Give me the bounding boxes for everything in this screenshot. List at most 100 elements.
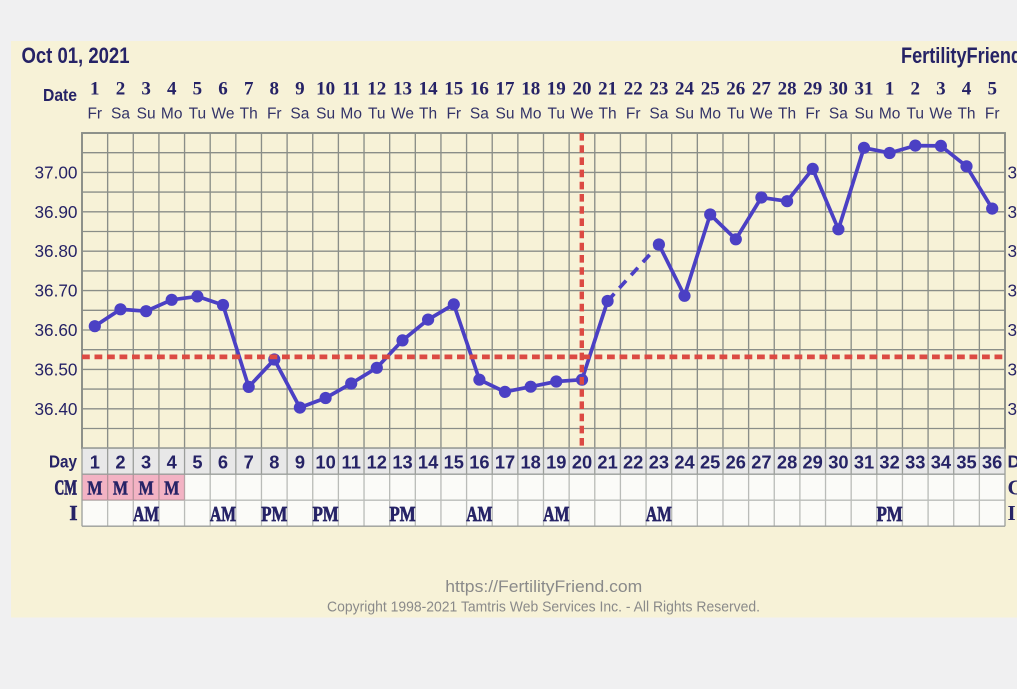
svg-text:19: 19	[546, 451, 566, 472]
svg-text:15: 15	[444, 451, 464, 472]
svg-text:15: 15	[444, 79, 463, 100]
svg-text:CM: CM	[1008, 476, 1017, 500]
svg-text:AM: AM	[210, 502, 236, 526]
svg-text:17: 17	[496, 79, 516, 100]
svg-text:32: 32	[879, 451, 899, 472]
svg-text:31: 31	[854, 451, 874, 472]
svg-text:21: 21	[597, 451, 617, 472]
svg-text:29: 29	[803, 451, 823, 472]
svg-text:36.70: 36.70	[34, 281, 77, 301]
svg-text:20: 20	[572, 451, 592, 472]
svg-text:I: I	[69, 501, 77, 525]
svg-text:Tu: Tu	[727, 106, 745, 123]
svg-text:M: M	[87, 478, 102, 499]
svg-text:7: 7	[244, 451, 254, 472]
svg-text:Mo: Mo	[520, 106, 542, 123]
svg-text:Mo: Mo	[161, 106, 183, 123]
svg-text:I: I	[1008, 501, 1016, 525]
svg-text:Tu: Tu	[189, 106, 207, 123]
svg-text:3: 3	[141, 451, 151, 472]
svg-text:M: M	[139, 478, 154, 499]
svg-text:36: 36	[982, 451, 1002, 472]
svg-text:23: 23	[649, 451, 669, 472]
svg-text:Fr: Fr	[985, 106, 1000, 123]
svg-text:Date: Date	[43, 85, 77, 105]
svg-text:20: 20	[573, 79, 592, 100]
svg-text:34: 34	[931, 451, 952, 472]
svg-text:We: We	[929, 106, 952, 123]
svg-text:36.40: 36.40	[34, 399, 77, 419]
svg-text:M: M	[113, 478, 128, 499]
svg-text:24: 24	[675, 79, 695, 100]
svg-text:17: 17	[495, 451, 515, 472]
svg-text:Su: Su	[675, 106, 694, 123]
svg-text:2: 2	[911, 79, 921, 100]
svg-text:36.90: 36.90	[1008, 202, 1017, 222]
svg-text:19: 19	[547, 79, 566, 100]
svg-text:2: 2	[115, 451, 125, 472]
svg-text:22: 22	[623, 451, 643, 472]
svg-text:11: 11	[342, 451, 361, 472]
svg-text:1: 1	[885, 79, 895, 100]
svg-text:30: 30	[829, 79, 848, 100]
svg-text:36.90: 36.90	[34, 202, 77, 222]
svg-text:Su: Su	[855, 106, 874, 123]
svg-text:AM: AM	[466, 502, 492, 526]
svg-text:PM: PM	[390, 502, 416, 526]
svg-text:24: 24	[674, 451, 695, 472]
svg-text:Fr: Fr	[446, 106, 461, 123]
svg-text:10: 10	[316, 79, 335, 100]
svg-text:14: 14	[419, 79, 439, 100]
svg-text:Mo: Mo	[879, 106, 901, 123]
svg-text:9: 9	[295, 79, 305, 100]
svg-text:36.50: 36.50	[1008, 359, 1017, 379]
svg-text:Fr: Fr	[87, 106, 102, 123]
svg-text:5: 5	[193, 79, 203, 100]
svg-text:18: 18	[521, 79, 540, 100]
svg-text:Su: Su	[496, 106, 515, 123]
svg-text:10: 10	[315, 451, 335, 472]
svg-text:29: 29	[803, 79, 822, 100]
svg-text:https://FertilityFriend.com: https://FertilityFriend.com	[445, 578, 642, 596]
svg-text:Tu: Tu	[907, 106, 925, 123]
svg-text:PM: PM	[261, 502, 287, 526]
svg-text:18: 18	[521, 451, 541, 472]
svg-text:Su: Su	[137, 106, 156, 123]
svg-text:22: 22	[624, 79, 643, 100]
svg-text:M: M	[164, 478, 179, 499]
svg-text:Fr: Fr	[805, 106, 820, 123]
svg-text:We: We	[391, 106, 414, 123]
svg-text:5: 5	[987, 79, 997, 100]
svg-text:26: 26	[726, 451, 746, 472]
svg-text:Th: Th	[240, 106, 258, 123]
svg-text:AM: AM	[646, 502, 672, 526]
svg-text:CM: CM	[55, 476, 78, 500]
svg-text:Mo: Mo	[699, 106, 721, 123]
svg-text:36.70: 36.70	[1008, 281, 1017, 301]
svg-text:Fr: Fr	[626, 106, 641, 123]
svg-text:Sa: Sa	[470, 106, 489, 123]
svg-text:30: 30	[828, 451, 848, 472]
svg-text:25: 25	[700, 451, 720, 472]
svg-text:12: 12	[367, 79, 386, 100]
svg-text:36.60: 36.60	[1008, 320, 1017, 340]
svg-text:We: We	[750, 106, 773, 123]
svg-text:Day: Day	[1008, 452, 1017, 472]
svg-text:28: 28	[777, 451, 797, 472]
svg-text:25: 25	[701, 79, 720, 100]
svg-text:33: 33	[905, 451, 925, 472]
svg-text:27: 27	[751, 451, 771, 472]
svg-text:37.00: 37.00	[1008, 162, 1017, 182]
svg-text:7: 7	[244, 79, 254, 100]
svg-text:Day: Day	[49, 452, 77, 472]
svg-text:26: 26	[726, 79, 745, 100]
svg-text:AM: AM	[543, 502, 569, 526]
svg-text:2: 2	[116, 79, 126, 100]
svg-text:27: 27	[752, 79, 772, 100]
svg-text:4: 4	[167, 79, 177, 100]
svg-text:Tu: Tu	[548, 106, 566, 123]
svg-text:3: 3	[141, 79, 151, 100]
svg-text:28: 28	[778, 79, 797, 100]
svg-text:Copyright 1998-2021 Tamtris We: Copyright 1998-2021 Tamtris Web Services…	[327, 599, 760, 616]
svg-text:We: We	[212, 106, 235, 123]
